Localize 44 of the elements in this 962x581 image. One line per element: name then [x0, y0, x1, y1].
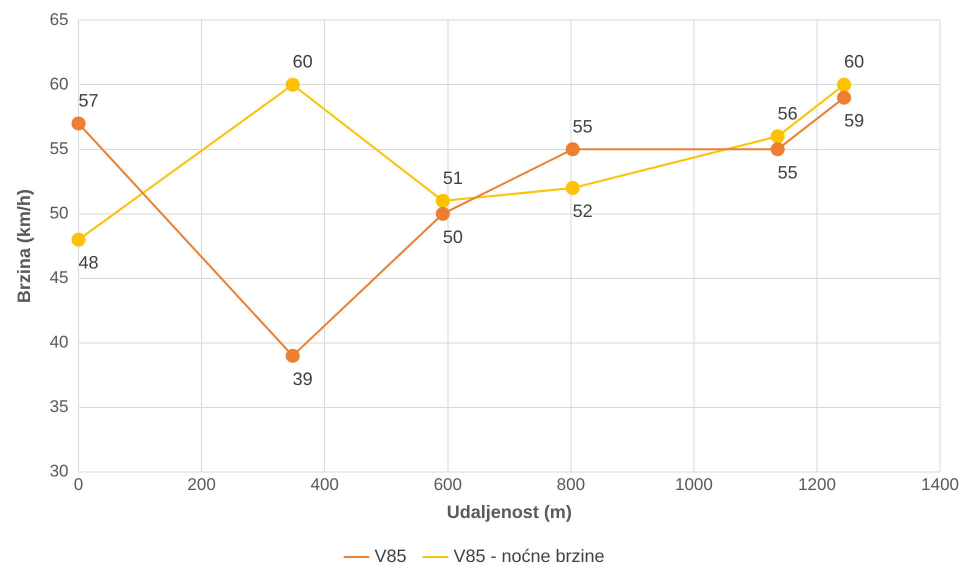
point	[837, 90, 852, 105]
point	[72, 116, 86, 130]
y-axis-title: Brzina (km/h)	[14, 189, 34, 304]
data-label: 55	[572, 116, 593, 136]
data-label: 48	[78, 252, 99, 273]
x-tick-label: 0	[74, 474, 84, 494]
point	[837, 78, 852, 92]
y-tick-label: 60	[50, 74, 69, 94]
point	[286, 78, 300, 92]
x-tick-label: 200	[187, 474, 216, 494]
point	[436, 206, 450, 221]
data-label: 57	[78, 90, 99, 110]
y-tick-label: 40	[50, 332, 69, 352]
y-tick-label: 45	[50, 268, 69, 288]
x-tick-label: 600	[434, 474, 462, 494]
x-tick-label: 800	[556, 474, 586, 494]
x-tick-label: 1400	[921, 474, 960, 494]
point	[436, 194, 450, 208]
data-label: 59	[844, 110, 864, 131]
data-label: 55	[778, 162, 798, 182]
point	[770, 142, 785, 156]
data-label: 51	[442, 168, 463, 188]
y-tick-label: 30	[50, 462, 69, 481]
x-tick-label: 400	[310, 474, 339, 494]
data-label: 50	[442, 226, 463, 247]
y-tick-label: 50	[50, 204, 69, 223]
data-label: 56	[778, 103, 798, 124]
x-axis-title: Udaljenost (m)	[446, 502, 572, 522]
x-tick-label: 1000	[675, 474, 713, 494]
point	[72, 232, 86, 247]
point	[770, 129, 785, 144]
data-label: 60	[292, 52, 313, 72]
data-label: 39	[292, 368, 313, 389]
point	[566, 181, 580, 196]
point	[286, 348, 300, 363]
data-label: 52	[572, 200, 593, 221]
point	[566, 142, 580, 156]
y-tick-label: 65	[50, 10, 69, 29]
legend-label: V85	[374, 546, 406, 566]
y-tick-label: 35	[50, 397, 69, 416]
y-tick-label: 55	[50, 138, 69, 158]
legend-label: V85 - noćne brzine	[453, 546, 605, 566]
data-label: 60	[844, 52, 864, 72]
x-tick-label: 1200	[798, 474, 836, 494]
